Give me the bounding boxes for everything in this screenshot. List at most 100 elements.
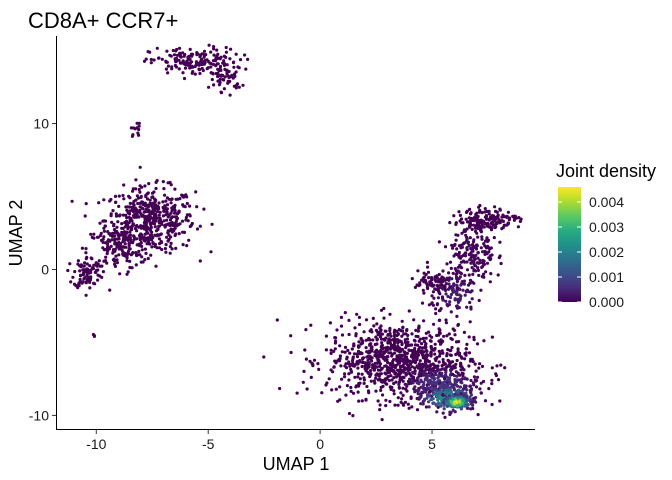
scatter-point: [177, 58, 181, 62]
scatter-point: [210, 222, 214, 226]
scatter-point: [468, 223, 472, 227]
scatter-point: [462, 241, 467, 245]
scatter-point: [476, 266, 480, 270]
scatter-point: [229, 47, 233, 51]
scatter-point: [464, 403, 468, 407]
scatter-point: [479, 381, 483, 385]
scatter-point: [429, 398, 433, 402]
scatter-point: [441, 393, 445, 397]
scatter-point: [439, 404, 443, 408]
scatter-point: [328, 321, 332, 325]
scatter-point: [378, 403, 382, 407]
scatter-point: [72, 282, 77, 286]
scatter-point: [165, 235, 169, 239]
scatter-point: [349, 389, 353, 393]
scatter-point: [446, 401, 450, 405]
scatter-point: [388, 368, 392, 372]
scatter-point: [68, 262, 72, 266]
legend-title: Joint density: [556, 161, 656, 181]
scatter-point: [451, 246, 455, 250]
scatter-point: [437, 401, 441, 405]
scatter-point: [419, 372, 423, 377]
scatter-point: [221, 77, 225, 82]
scatter-point: [480, 364, 485, 368]
scatter-point: [144, 217, 148, 222]
scatter-point: [379, 308, 384, 312]
scatter-point: [102, 259, 106, 263]
scatter-point: [479, 219, 484, 223]
scatter-point: [468, 278, 473, 282]
scatter-point: [459, 406, 463, 410]
scatter-point: [384, 358, 388, 362]
scatter-point: [152, 58, 156, 62]
scatter-point: [145, 192, 149, 196]
scatter-point: [375, 365, 379, 369]
scatter-point: [200, 57, 204, 61]
scatter-point: [375, 322, 379, 326]
scatter-point: [92, 334, 97, 338]
scatter-point: [126, 270, 130, 274]
scatter-point: [418, 359, 422, 363]
scatter-point: [453, 381, 457, 385]
scatter-point: [366, 358, 370, 362]
scatter-point: [384, 372, 388, 376]
scatter-point: [469, 388, 473, 392]
scatter-point: [360, 372, 364, 376]
scatter-point: [488, 254, 492, 258]
scatter-point: [428, 282, 432, 286]
scatter-point: [382, 378, 386, 382]
scatter-point: [457, 250, 461, 255]
scatter-point: [414, 328, 418, 332]
scatter-point: [513, 214, 518, 218]
scatter-point: [88, 264, 92, 268]
scatter-point: [464, 395, 468, 399]
scatter-point: [392, 381, 396, 386]
scatter-point: [184, 215, 188, 220]
scatter-point: [475, 244, 479, 248]
scatter-point: [168, 245, 172, 249]
scatter-point: [485, 237, 489, 241]
scatter-point: [193, 72, 197, 76]
scatter-point: [128, 265, 132, 270]
scatter-point: [486, 222, 490, 226]
scatter-point: [76, 286, 80, 290]
scatter-point: [73, 270, 77, 274]
scatter-point: [188, 57, 192, 61]
scatter-point: [329, 351, 333, 355]
scatter-point: [155, 216, 159, 220]
scatter-point: [487, 250, 491, 254]
scatter-point: [125, 208, 129, 212]
scatter-point: [389, 374, 393, 378]
scatter-point: [169, 54, 173, 58]
scatter-point: [432, 296, 436, 300]
scatter-point: [447, 363, 451, 367]
scatter-point: [162, 219, 166, 223]
scatter-point: [125, 272, 129, 276]
scatter-point: [353, 375, 357, 379]
scatter-point: [143, 247, 147, 251]
scatter-point: [425, 373, 429, 377]
scatter-point: [416, 329, 420, 333]
scatter-point: [352, 344, 356, 348]
scatter-point: [356, 372, 361, 376]
scatter-point: [475, 375, 480, 379]
scatter-point: [470, 266, 474, 270]
legend-ticks: 0.000 0.001 0.002 0.003 0.004: [558, 194, 624, 310]
scatter-point: [216, 52, 220, 56]
scatter-point: [442, 334, 446, 338]
scatter-point: [460, 377, 464, 381]
scatter-point: [446, 277, 450, 281]
scatter-point: [441, 351, 445, 355]
scatter-point: [180, 193, 184, 197]
scatter-point: [465, 220, 470, 224]
scatter-point: [399, 391, 403, 395]
scatter-point: [437, 354, 442, 358]
scatter-point: [443, 288, 448, 292]
scatter-point: [174, 49, 178, 53]
scatter-point: [422, 271, 426, 275]
scatter-point: [370, 330, 374, 334]
scatter-point: [454, 370, 458, 374]
scatter-point: [134, 263, 138, 267]
scatter-point: [387, 378, 391, 383]
scatter-point: [362, 381, 366, 385]
